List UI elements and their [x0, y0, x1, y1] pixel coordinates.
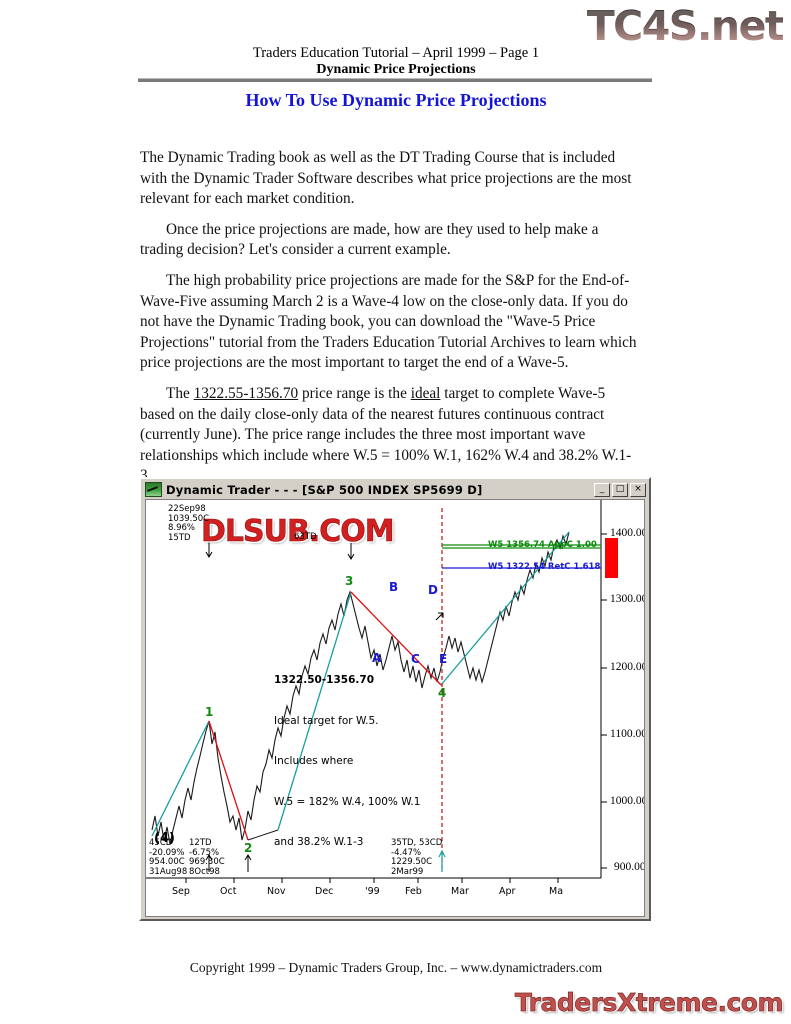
- price-range-emphasis: 1322.55-1356.70: [193, 384, 299, 402]
- y-tick-1000: 1000.00: [610, 795, 645, 807]
- document-body: The Dynamic Trading book as well as the …: [140, 148, 640, 497]
- price-chart-svg: [146, 500, 618, 883]
- swing-close-1: 1039.50C: [168, 513, 210, 524]
- y-tick-1100: 1100.00: [610, 728, 645, 740]
- page-footer: Copyright 1999 – Dynamic Traders Group, …: [189, 960, 603, 975]
- header-line-1: Traders Education Tutorial – April 1999 …: [252, 45, 540, 61]
- target-annotation: 1322.50-1356.70 Ideal target for W.5. In…: [274, 647, 435, 916]
- p4-part-b: price range is the: [298, 384, 411, 402]
- chart-plot-area[interactable]: DLSUB.COM 22Sep98 1039.50C 8.96% 15TD 63…: [145, 499, 645, 917]
- swing-td-1: 15TD: [168, 532, 191, 543]
- header-line-2: Dynamic Price Projections: [316, 62, 476, 77]
- chart-app-icon: [145, 482, 162, 497]
- swing-marker-bottom-3: 35TD, 53CD -4.47% 1229.50C 2Mar99: [391, 838, 443, 877]
- swing-marker-bottom-1: 45CD -20.09% 954.00C 31Aug98: [149, 838, 188, 877]
- swing-close-2: 954.00C: [149, 857, 185, 868]
- x-tick-nov: Nov: [267, 886, 286, 897]
- annotation-heading: 1322.50-1356.70: [274, 674, 375, 686]
- paragraph-2: Once the price projections are made, how…: [140, 220, 599, 259]
- wave-label-B: B: [389, 580, 399, 594]
- p4-part-c: target to complete Wave-5 based on the d…: [140, 384, 632, 485]
- x-tick-99: '99: [365, 886, 380, 897]
- x-tick-feb: Feb: [405, 886, 422, 897]
- ideal-emphasis: ideal: [410, 384, 441, 402]
- paragraph-1: The Dynamic Trading book as well as the …: [140, 149, 632, 208]
- swing-td-3: 12TD: [189, 838, 212, 848]
- y-tick-1200: 1200.00: [610, 661, 645, 673]
- paragraph-3: The high probability price projections a…: [140, 271, 637, 372]
- window-title: Dynamic Trader - - - [S&P 500 INDEX SP56…: [166, 482, 483, 497]
- wave-label-D: D: [428, 583, 438, 597]
- swing-date-1: 22Sep98: [168, 504, 206, 514]
- swing-date-3: 8Oct98: [189, 866, 220, 877]
- swing-pct-3: -6.75%: [189, 847, 220, 858]
- maximize-button[interactable]: □: [612, 482, 628, 497]
- swing-marker-top-mid: 63TD: [294, 532, 317, 542]
- annotation-line-3: W.5 = 182% W.4, 100% W.1: [274, 795, 421, 808]
- annotation-line-2: Includes where: [274, 755, 354, 767]
- close-button[interactable]: ×: [630, 482, 646, 497]
- annotation-line-4: and 38.2% W.1-3: [274, 836, 364, 848]
- tc4s-logo: TC4S.net: [586, 2, 785, 50]
- swing-marker-top-left: 22Sep98 1039.50C 8.96% 15TD: [168, 504, 210, 543]
- swing-pct-1: 8.96%: [168, 523, 196, 534]
- y-tick-1300: 1300.00: [610, 593, 645, 605]
- wave-label-E: E: [439, 652, 448, 666]
- wave-label-A: A: [372, 651, 382, 665]
- swing-pct-4: -4.47%: [391, 847, 422, 858]
- swing-date-4: 2Mar99: [391, 866, 424, 877]
- y-tick-900: 900.00: [614, 861, 645, 873]
- swing-close-4: 1229.50C: [391, 857, 433, 868]
- x-tick-may: Ma: [549, 886, 564, 897]
- wave-label-4-prior: (4): [154, 831, 175, 846]
- x-tick-apr: Apr: [499, 886, 516, 897]
- swing-close-3: 969.30C: [189, 857, 225, 868]
- header-divider: [138, 78, 652, 82]
- swing-pct-2: -20.09%: [149, 847, 185, 858]
- annotation-line-1: Ideal target for W.5.: [274, 714, 379, 727]
- swing-marker-bottom-2: 12TD -6.75% 969.30C 8Oct98: [189, 838, 225, 877]
- swing-cd-2: 45CD: [149, 838, 173, 848]
- swing-date-2: 31Aug98: [149, 866, 188, 877]
- p4-part-a: The: [166, 384, 194, 402]
- x-tick-dec: Dec: [315, 886, 334, 897]
- x-tick-mar: Mar: [451, 886, 469, 897]
- wave-label-3: 3: [345, 574, 354, 588]
- tradersxtreme-logo: TradersXtreme.com: [514, 988, 784, 1018]
- wave-label-1: 1: [205, 705, 214, 719]
- dynamic-trader-window[interactable]: Dynamic Trader - - - [S&P 500 INDEX SP56…: [139, 477, 651, 921]
- projection-label-green: W5 1356.74 AppC 1.00: [488, 540, 597, 550]
- page-header: Traders Education Tutorial – April 1999 …: [140, 45, 652, 78]
- paragraph-4: The 1322.55-1356.70 price range is the i…: [140, 384, 640, 487]
- x-tick-sep: Sep: [172, 886, 190, 897]
- swing-td-4: 35TD, 53CD: [391, 838, 443, 848]
- minimize-button[interactable]: _: [594, 482, 610, 497]
- window-titlebar[interactable]: Dynamic Trader - - - [S&P 500 INDEX SP56…: [143, 481, 647, 498]
- wave-label-4: 4: [438, 686, 447, 700]
- y-tick-1400: 1400.00: [610, 527, 645, 539]
- wave-label-C: C: [411, 652, 420, 666]
- page-title: How To Use Dynamic Price Projections: [245, 90, 547, 110]
- x-tick-oct: Oct: [220, 886, 237, 897]
- window-controls[interactable]: _ □ ×: [594, 482, 646, 497]
- wave-label-2: 2: [244, 841, 253, 855]
- projection-label-blue: W5 1322.54 RetC 1.618: [488, 562, 601, 572]
